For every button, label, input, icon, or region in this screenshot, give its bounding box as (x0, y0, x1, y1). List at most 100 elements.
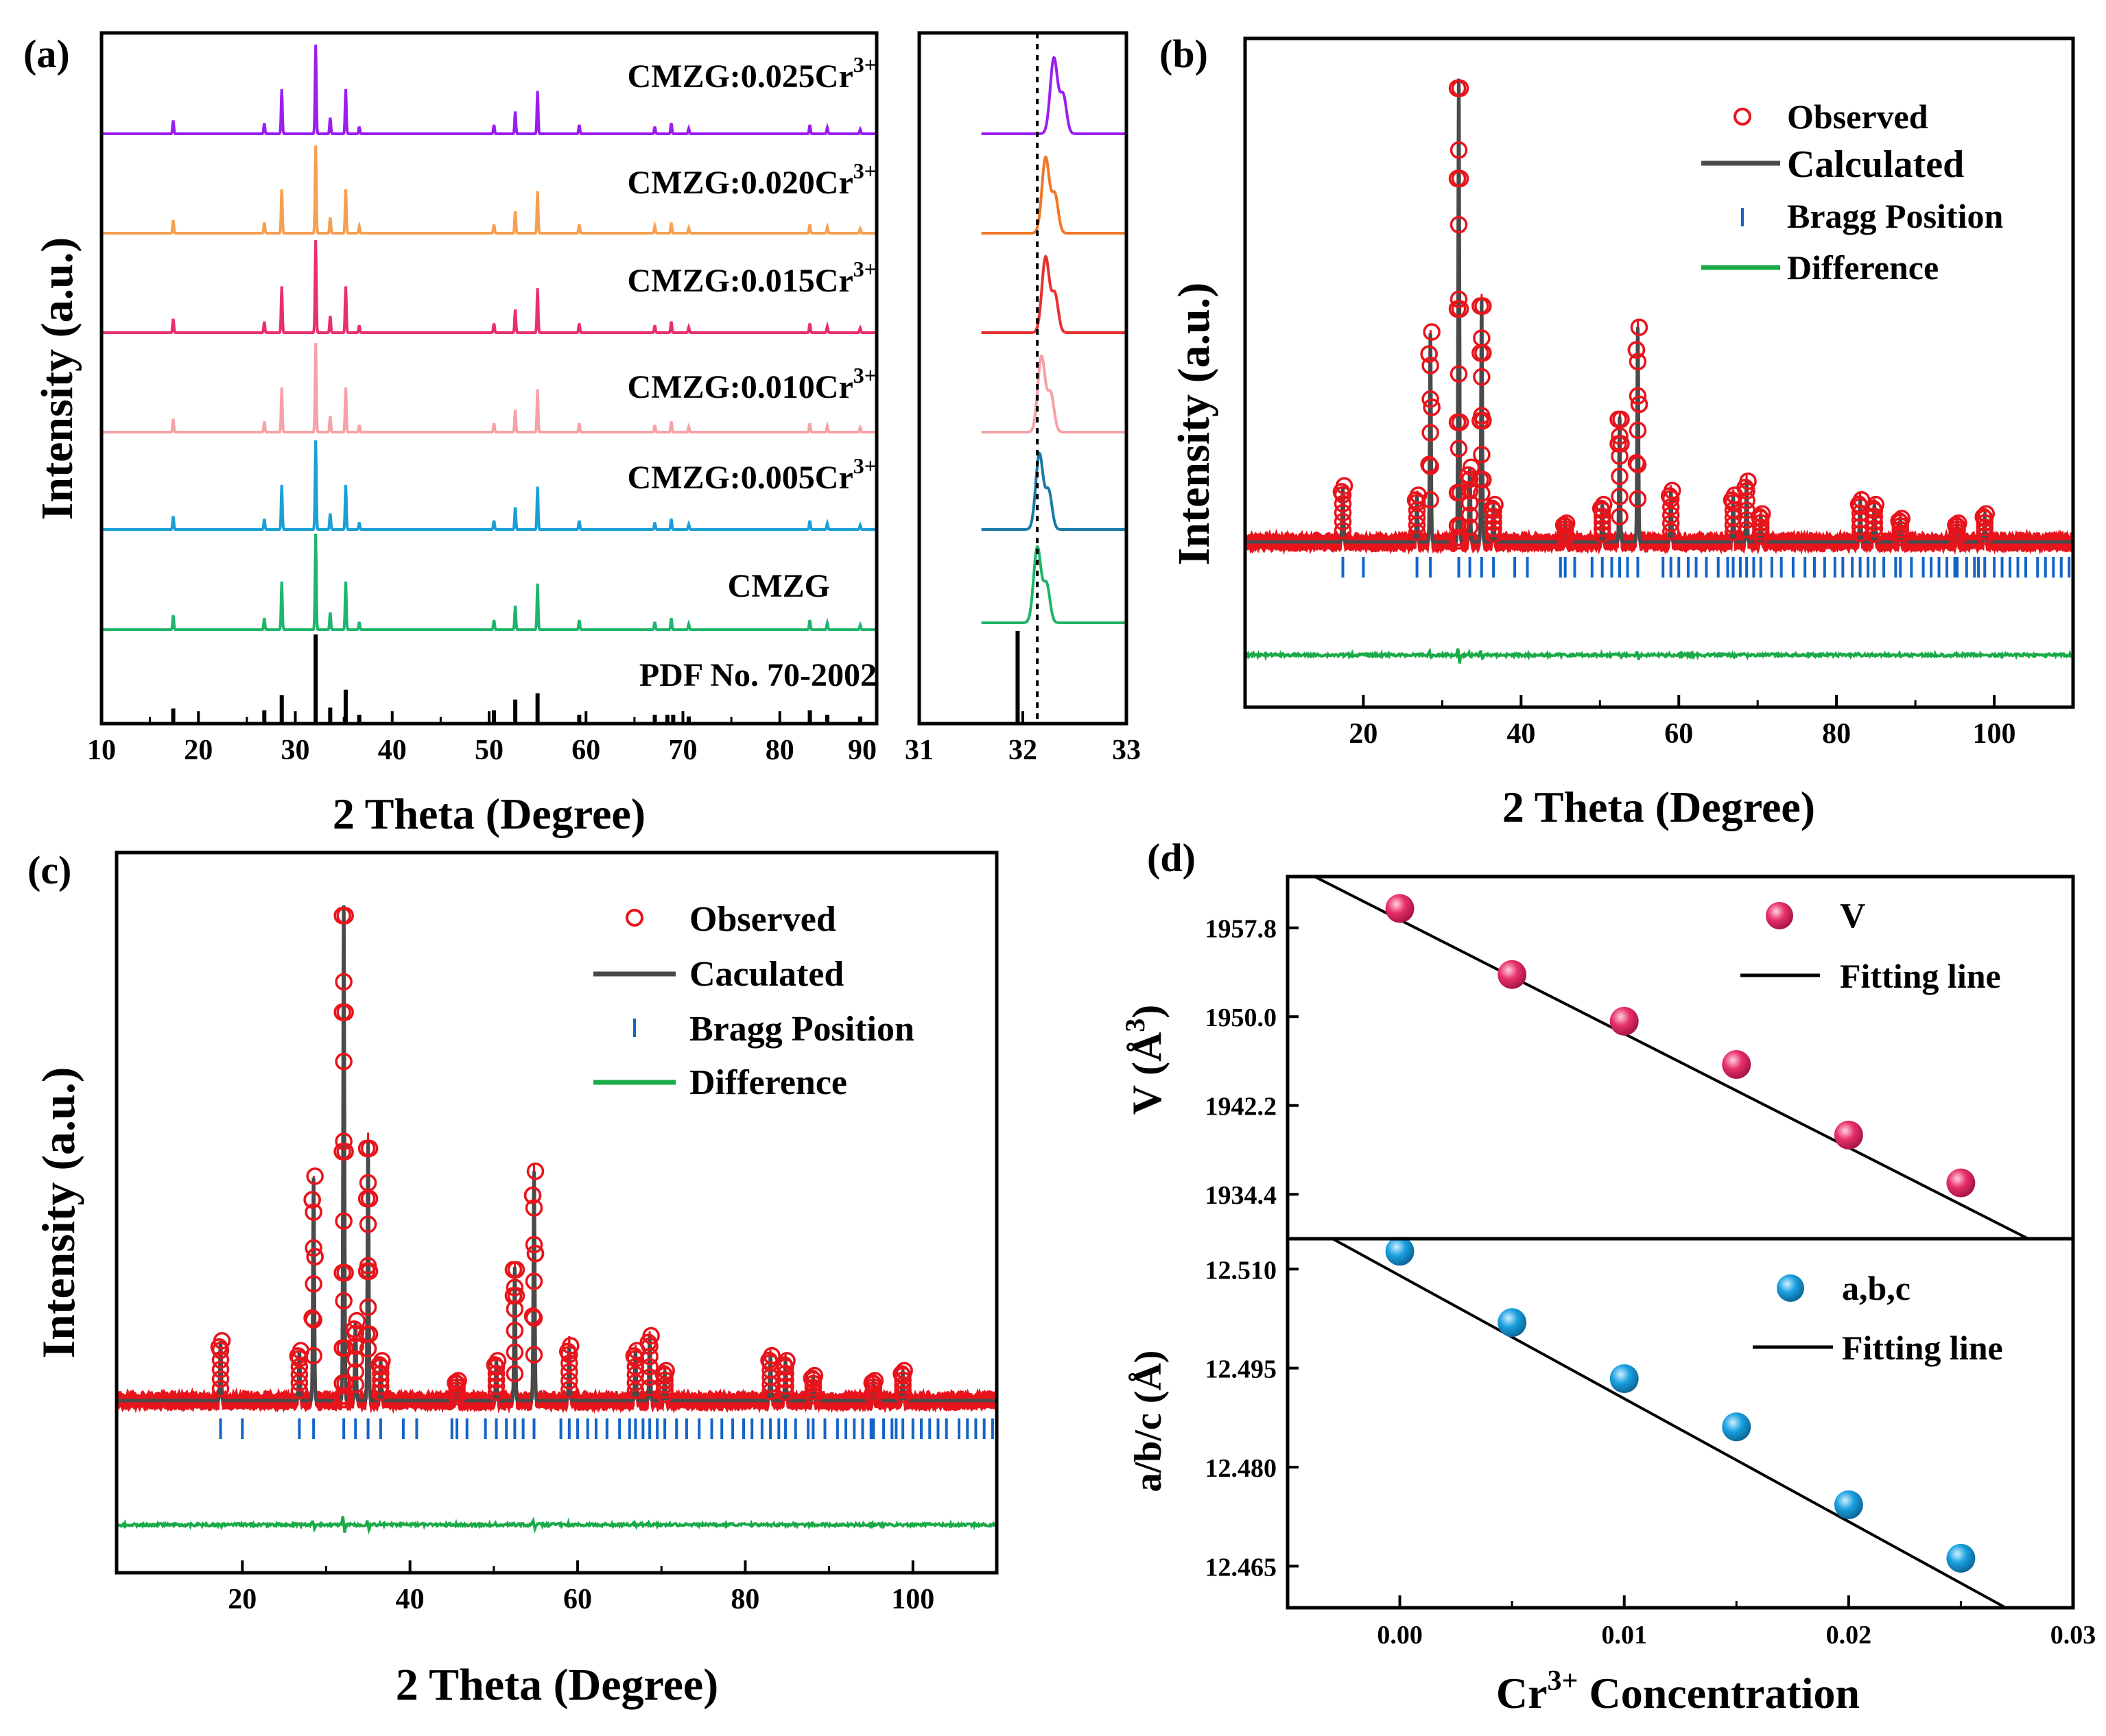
legend-v-marker (1766, 902, 1793, 929)
observed-point-182 (1976, 527, 1994, 545)
observed-point-90 (487, 1377, 506, 1395)
observed-point-67 (1473, 407, 1491, 425)
point-v-2 (1609, 1006, 1639, 1036)
observed-point-50 (348, 1311, 366, 1330)
observed-point-56 (1460, 470, 1479, 488)
difference-line (115, 1516, 997, 1535)
y-tick-label-abc-1: 12.495 (1205, 1355, 1277, 1384)
observed-point-39 (336, 1263, 354, 1282)
observed-point-24 (1421, 457, 1439, 475)
panel-label-c: (c) (27, 848, 71, 892)
observed-point-55 (1460, 482, 1479, 500)
observed-point-138 (1738, 481, 1755, 500)
series-label-text-3: CMZG:0.010Cr (627, 369, 853, 405)
observed-point-36 (333, 907, 351, 925)
observed-point-186 (894, 1366, 912, 1385)
panel-b-plot (1244, 78, 2074, 664)
x-tick-label-0: 10 (87, 735, 116, 766)
observed-point-40 (1448, 484, 1467, 502)
y-tick-label-v-1: 1950.0 (1205, 1003, 1277, 1032)
observed-point-52 (1460, 518, 1479, 536)
observed-point-143 (1752, 523, 1770, 541)
observed-point-75 (1484, 513, 1502, 532)
observed-point-112 (1629, 421, 1647, 440)
point-v-5 (1946, 1168, 1976, 1198)
point-abc-4 (1834, 1490, 1863, 1519)
observed-point-69 (1473, 329, 1491, 347)
observed-point-3 (211, 1379, 230, 1398)
observed-point-90 (1593, 519, 1611, 538)
y-tick-label-v-2: 1942.2 (1205, 1093, 1277, 1121)
observed-point-106 (526, 1162, 545, 1180)
observed-point-119 (560, 1372, 578, 1390)
observed-point-73 (372, 1383, 390, 1402)
observed-point-20 (303, 1191, 321, 1209)
observed-point-136 (641, 1358, 659, 1376)
inset-x-tick-label-1: 32 (1008, 735, 1037, 766)
observed-point-6 (211, 1351, 230, 1369)
observed-point-5 (211, 1360, 230, 1379)
panel-c-frame (115, 851, 999, 1575)
x-tick-label-2: 60 (1664, 718, 1693, 750)
observed-point-113 (1629, 387, 1647, 405)
observed-point-14 (290, 1357, 309, 1376)
y-tick-label-abc-2: 12.480 (1205, 1454, 1277, 1483)
observed-point-45 (1450, 365, 1468, 383)
point-v-0 (1385, 894, 1415, 923)
x-tick-label-5: 60 (571, 735, 600, 766)
observed-point-77 (1484, 501, 1502, 520)
observed-point-158 (1865, 525, 1884, 543)
point-abc-3 (1722, 1412, 1751, 1442)
observed-point-146 (1752, 509, 1770, 527)
observed-point-110 (525, 1346, 543, 1364)
series-label-4: CMZG:0.005Cr3+ (627, 453, 877, 496)
observed-point-43 (1451, 532, 1469, 550)
observed-point-107 (523, 1186, 542, 1204)
observed-point-101 (506, 1300, 524, 1318)
observed-point-93 (487, 1358, 506, 1376)
panel-a-ref-label: PDF No. 70-2002 (639, 657, 877, 693)
observed-point-43 (336, 1390, 354, 1409)
panel-c: 20 40 60 80 100 Observed Caculated Bragg Pos… (32, 851, 999, 1710)
panel-b-ylabel: Intensity (a.u.) (1169, 283, 1219, 566)
observed-point-69 (359, 1174, 377, 1192)
series-label-text-1: CMZG:0.020Cr (627, 165, 853, 201)
difference-line (1244, 647, 2074, 664)
observed-point-138 (641, 1337, 659, 1355)
observed-point-98 (1611, 508, 1629, 526)
fit-line-v (1311, 877, 2031, 1239)
panel-d-top-ylabel-sup: 3 (1120, 1019, 1150, 1032)
point-v-4 (1834, 1120, 1863, 1150)
y-tick-label-abc-0: 12.510 (1205, 1256, 1277, 1285)
observed-point-183 (1976, 523, 1994, 541)
d-x-tick-label-2: 0.02 (1826, 1621, 1872, 1650)
x-tick-label-4: 100 (1973, 718, 2016, 750)
observed-point-185 (1976, 514, 1994, 532)
observed-point-137 (641, 1347, 659, 1366)
observed-point-65 (1473, 484, 1491, 503)
inset-x-tick-label-2: 33 (1112, 735, 1141, 766)
observed-point-25 (1421, 424, 1439, 442)
x-tick-label-1: 40 (396, 1584, 425, 1615)
observed-point-106 (1630, 318, 1648, 336)
observed-point-14 (1408, 501, 1426, 519)
observed-point-21 (1423, 399, 1441, 416)
y-tick-label-v-0: 1957.8 (1205, 915, 1277, 944)
fit-line-abc (1332, 1239, 2007, 1608)
panel-a-xlabel: 2 Theta (Degree) (333, 789, 646, 838)
legend-c-observed-marker (626, 909, 643, 927)
panel-c-xlabel: 2 Theta (Degree) (396, 1660, 718, 1710)
observed-point-98 (506, 1364, 524, 1383)
legend-c-bragg-label: Bragg Position (689, 1010, 914, 1049)
observed-point-61 (357, 1139, 376, 1158)
panel-a-inset: 31 32 33 (905, 31, 1141, 766)
panel-d-xlabel: Cr3+ Concentration (1496, 1665, 1860, 1717)
panel-a-inset-series (981, 33, 1126, 724)
observed-point-46 (335, 1132, 353, 1150)
observed-point-158 (777, 1383, 794, 1402)
x-tick-label-0: 20 (1349, 718, 1377, 750)
point-v-3 (1722, 1049, 1751, 1079)
panel-a-series (102, 44, 877, 724)
legend-calculated-label: Calculated (1787, 143, 1964, 186)
observed-point-170 (1891, 513, 1910, 532)
